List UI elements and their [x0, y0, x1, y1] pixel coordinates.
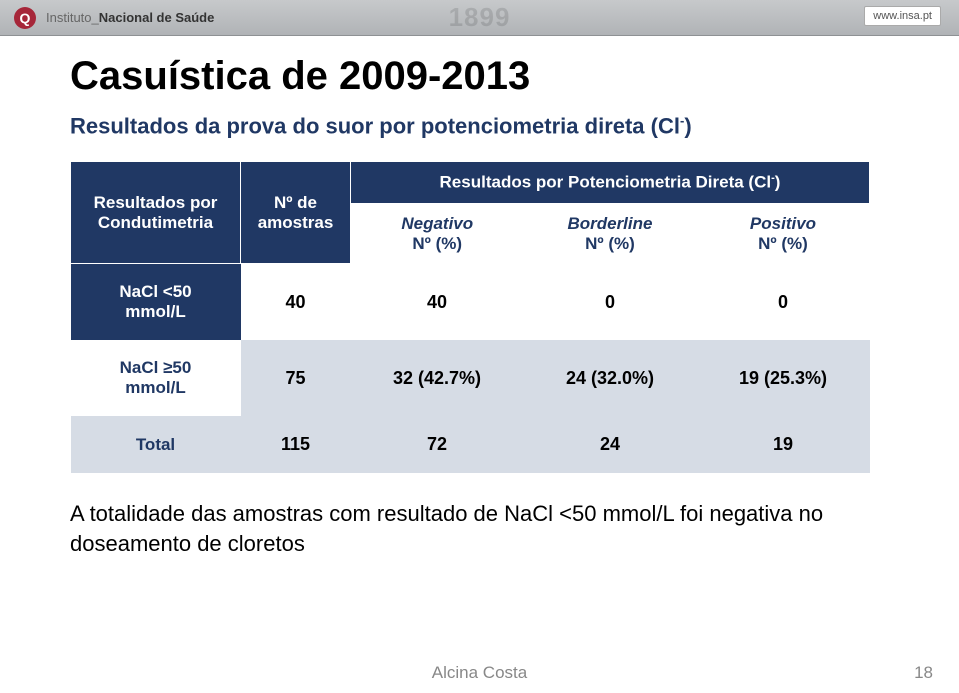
cell-neg: 72 [351, 416, 524, 473]
cell-bord: 0 [523, 264, 696, 341]
col-condutimetria: Resultados por Condutimetria [71, 162, 241, 264]
table-row: NaCl <50mmol/L404000 [71, 264, 870, 341]
col-borderline: Borderline Nº (%) [523, 203, 696, 264]
footnote: A totalidade das amostras com resultado … [70, 499, 850, 558]
institute-bold: Nacional de Saúde [99, 10, 215, 25]
table-header-row-1: Resultados por Condutimetria Nº de amost… [71, 162, 870, 204]
subtitle: Resultados da prova do suor por potencio… [70, 113, 899, 139]
results-table: Resultados por Condutimetria Nº de amost… [70, 161, 870, 473]
table-row: NaCl ≥50mmol/L7532 (42.7%)24 (32.0%)19 (… [71, 340, 870, 416]
span-text: Resultados por Potenciometria Direta (Cl [440, 173, 772, 192]
top-bar: Q Instituto_Nacional de Saúde 1899 www.i… [0, 0, 959, 36]
subtitle-text: Resultados da prova do suor por potencio… [70, 113, 680, 138]
cell-n: 40 [241, 264, 351, 341]
col-negativo: Negativo Nº (%) [351, 203, 524, 264]
col-positivo: Positivo Nº (%) [696, 203, 869, 264]
col-span-potenciometria: Resultados por Potenciometria Direta (Cl… [351, 162, 870, 204]
url-box: www.insa.pt [864, 6, 941, 26]
table-body: NaCl <50mmol/L404000NaCl ≥50mmol/L7532 (… [71, 264, 870, 474]
cell-neg: 32 (42.7%) [351, 340, 524, 416]
cell-n: 115 [241, 416, 351, 473]
sub-line2: Nº (%) [412, 234, 462, 253]
col-n-amostras: Nº de amostras [241, 162, 351, 264]
row-label: NaCl ≥50mmol/L [71, 340, 241, 416]
cell-bord: 24 [523, 416, 696, 473]
content-area: Casuística de 2009-2013 Resultados da pr… [0, 36, 959, 569]
sub-title: Borderline [567, 214, 652, 233]
page-number: 18 [914, 663, 933, 683]
page-title: Casuística de 2009-2013 [70, 54, 899, 99]
table-row: Total115722419 [71, 416, 870, 473]
row-label: NaCl <50mmol/L [71, 264, 241, 341]
logo-icon: Q [14, 7, 36, 29]
sub-line2: Nº (%) [758, 234, 808, 253]
watermark-year: 1899 [449, 2, 511, 33]
cell-n: 75 [241, 340, 351, 416]
cell-pos: 0 [696, 264, 869, 341]
slide: Q Instituto_Nacional de Saúde 1899 www.i… [0, 0, 959, 693]
sub-line2: Nº (%) [585, 234, 635, 253]
cell-bord: 24 (32.0%) [523, 340, 696, 416]
institute-name: Instituto_Nacional de Saúde [46, 10, 214, 25]
sub-title: Negativo [401, 214, 473, 233]
span-close: ) [775, 173, 781, 192]
row-label: Total [71, 416, 241, 473]
institute-prefix: Instituto_ [46, 10, 99, 25]
cell-pos: 19 (25.3%) [696, 340, 869, 416]
subtitle-close: ) [684, 113, 691, 138]
cell-neg: 40 [351, 264, 524, 341]
sub-title: Positivo [750, 214, 816, 233]
cell-pos: 19 [696, 416, 869, 473]
footer-author: Alcina Costa [432, 663, 527, 683]
